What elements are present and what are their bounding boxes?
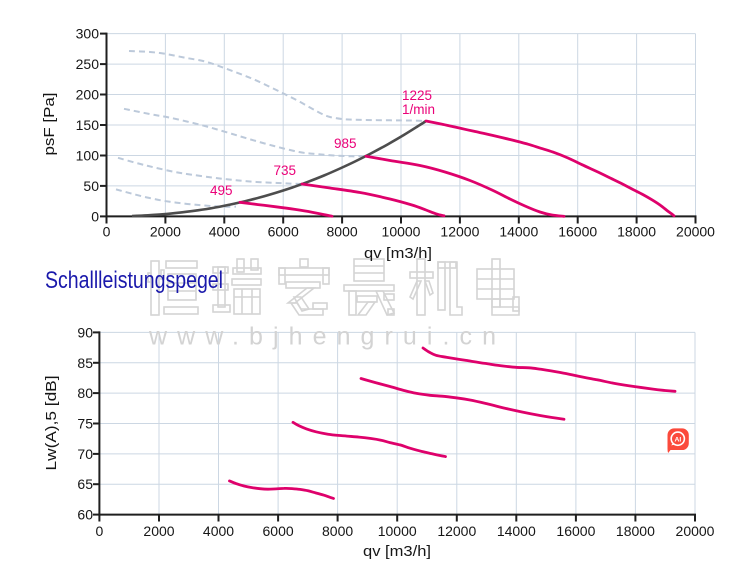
- svg-text:65: 65: [77, 476, 93, 492]
- svg-text:www.bjhengrui.cn: www.bjhengrui.cn: [148, 323, 504, 351]
- svg-text:qv [m3/h]: qv [m3/h]: [364, 246, 432, 262]
- svg-text:4000: 4000: [203, 523, 234, 539]
- svg-text:0: 0: [91, 208, 99, 224]
- svg-text:18000: 18000: [617, 224, 656, 240]
- svg-text:2000: 2000: [150, 224, 181, 240]
- svg-text:10000: 10000: [378, 523, 417, 539]
- svg-text:1225: 1225: [402, 88, 432, 103]
- svg-text:250: 250: [76, 56, 100, 72]
- svg-text:60: 60: [77, 507, 93, 523]
- svg-text:985: 985: [334, 136, 357, 151]
- svg-text:735: 735: [274, 163, 297, 178]
- svg-text:8000: 8000: [327, 224, 358, 240]
- svg-text:4000: 4000: [209, 224, 240, 240]
- svg-text:70: 70: [77, 446, 93, 462]
- svg-text:150: 150: [76, 117, 100, 133]
- svg-text:1/min: 1/min: [402, 102, 435, 117]
- svg-text:75: 75: [77, 416, 93, 432]
- svg-text:psF [Pa]: psF [Pa]: [42, 93, 58, 156]
- svg-text:10000: 10000: [382, 224, 421, 240]
- svg-text:85: 85: [77, 355, 93, 371]
- svg-text:495: 495: [210, 183, 233, 198]
- svg-text:16000: 16000: [558, 224, 597, 240]
- svg-text:2000: 2000: [143, 523, 174, 539]
- svg-text:14000: 14000: [497, 523, 536, 539]
- svg-text:50: 50: [83, 178, 99, 194]
- svg-text:6000: 6000: [263, 523, 294, 539]
- svg-text:20000: 20000: [676, 523, 715, 539]
- svg-text:20000: 20000: [676, 224, 715, 240]
- svg-text:8000: 8000: [322, 523, 353, 539]
- svg-text:Schallleistungspegel: Schallleistungspegel: [45, 267, 223, 294]
- svg-text:6000: 6000: [268, 224, 299, 240]
- svg-text:12000: 12000: [440, 224, 479, 240]
- svg-text:300: 300: [76, 26, 100, 42]
- svg-text:18000: 18000: [616, 523, 655, 539]
- svg-text:90: 90: [77, 324, 93, 340]
- svg-text:Lw(A),5 [dB]: Lw(A),5 [dB]: [44, 376, 60, 471]
- svg-text:100: 100: [76, 148, 100, 164]
- svg-text:80: 80: [77, 385, 93, 401]
- svg-text:AI: AI: [674, 436, 681, 443]
- svg-text:12000: 12000: [437, 523, 476, 539]
- svg-text:qv [m3/h]: qv [m3/h]: [363, 544, 431, 560]
- svg-text:0: 0: [103, 224, 111, 240]
- svg-text:200: 200: [76, 87, 100, 103]
- svg-text:14000: 14000: [499, 224, 538, 240]
- svg-text:0: 0: [96, 523, 104, 539]
- svg-text:16000: 16000: [556, 523, 595, 539]
